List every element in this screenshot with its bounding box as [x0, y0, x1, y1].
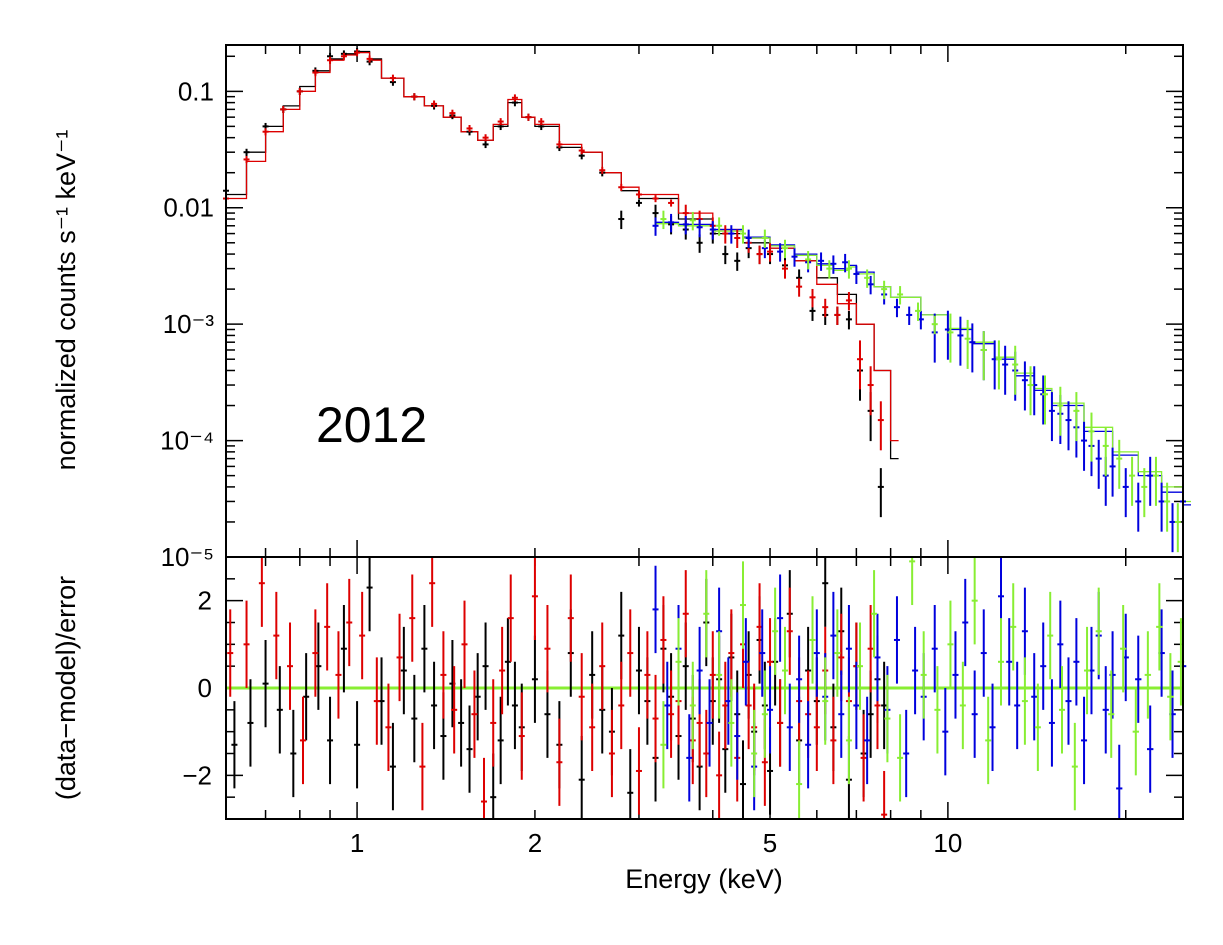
residual-y-tick-label: 0	[198, 673, 212, 703]
residual-data-points	[227, 557, 1187, 819]
spectrum-y-tick-label: 10⁻⁴	[160, 426, 214, 456]
x-axis-title: Energy (keV)	[625, 864, 783, 894]
y-axis-title-residuals: (data−model)/error	[51, 576, 81, 800]
year-annotation: 2012	[316, 397, 427, 453]
spectrum-y-tick-label: 0.01	[163, 193, 214, 223]
model-line-green	[655, 223, 1191, 503]
x-tick-label: 5	[763, 828, 777, 858]
residual-panel-frame	[225, 556, 1184, 820]
x-tick-label: 1	[350, 828, 364, 858]
spectrum-data-points	[223, 48, 1186, 553]
spectrum-y-tick-label: 0.1	[178, 76, 214, 106]
tick-labels: 0.1 0.01 10⁻³ 10⁻⁴ 10⁻⁵ 2 0 −2 1 2 5 10	[160, 76, 962, 858]
y-axis-title-spectrum: normalized counts s⁻¹ keV⁻¹	[51, 130, 81, 471]
residual-y-tick-label: 2	[198, 586, 212, 616]
spectrum-panel-frame	[225, 44, 1184, 558]
spectrum-y-tick-label: 10⁻³	[163, 309, 215, 339]
x-tick-label: 10	[933, 828, 962, 858]
model-line-blue	[655, 221, 1191, 506]
spectrum-ticks	[225, 45, 1183, 558]
model-line-red	[226, 51, 899, 442]
spectrum-y-tick-label: 10⁻⁵	[161, 542, 214, 572]
residual-y-tick-label: −2	[182, 760, 212, 790]
x-tick-label: 2	[528, 828, 542, 858]
